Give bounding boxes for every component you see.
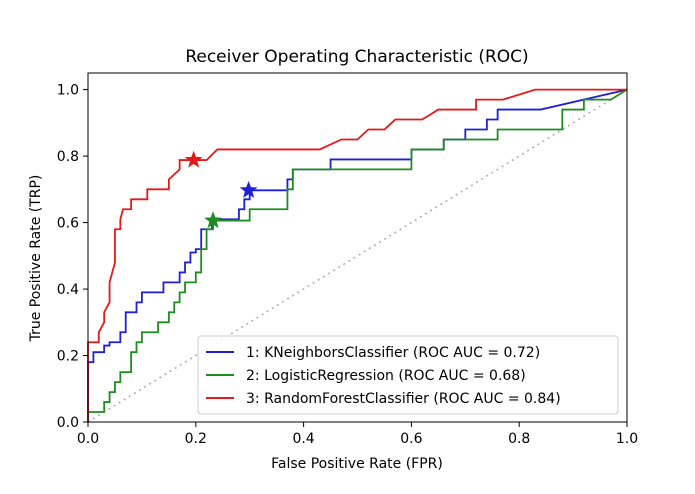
- y-axis-label: True Positive Rate (TRP): [28, 175, 44, 343]
- y-tick-label: 0.8: [57, 149, 79, 165]
- y-tick-label: 1.0: [57, 83, 79, 99]
- x-tick-label: 0.2: [185, 431, 207, 447]
- x-tick-label: 0.8: [508, 431, 530, 447]
- x-tick-label: 1.0: [616, 431, 638, 447]
- y-tick-label: 0.6: [57, 216, 79, 232]
- legend-label-3: 3: RandomForestClassifier (ROC AUC = 0.8…: [246, 391, 561, 407]
- axes-frame: [87, 72, 628, 423]
- x-axis-label: False Positive Rate (FPR): [271, 456, 443, 472]
- legend-box: [197, 335, 619, 415]
- plot-area: 0.0 0.2 0.4 0.6 0.8 1.0 0.0 0.2 0.4 0.6 0.8 1.0: [57, 72, 638, 447]
- legend: 1: KNeighborsClassifier (ROC AUC = 0.72)…: [197, 335, 619, 415]
- series-line-2: [87, 88, 628, 422]
- series-marker-star-3: [184, 150, 203, 168]
- series-marker-star-1: [239, 180, 258, 198]
- legend-label-2: 2: LogisticRegression (ROC AUC = 0.68): [246, 368, 526, 384]
- series-marker-star-2: [204, 211, 222, 229]
- legend-label-1: 1: KNeighborsClassifier (ROC AUC = 0.72): [246, 345, 540, 361]
- y-tick-label: 0.2: [57, 349, 79, 365]
- x-tick-label: 0.4: [292, 431, 314, 447]
- y-tick-label: 0.0: [57, 415, 79, 431]
- x-tick-label: 0.0: [77, 431, 99, 447]
- x-tick-label: 0.6: [400, 431, 422, 447]
- series-line-3: [87, 88, 627, 422]
- y-tick-label: 0.4: [57, 282, 79, 298]
- chart-title: Receiver Operating Characteristic (ROC): [185, 47, 528, 67]
